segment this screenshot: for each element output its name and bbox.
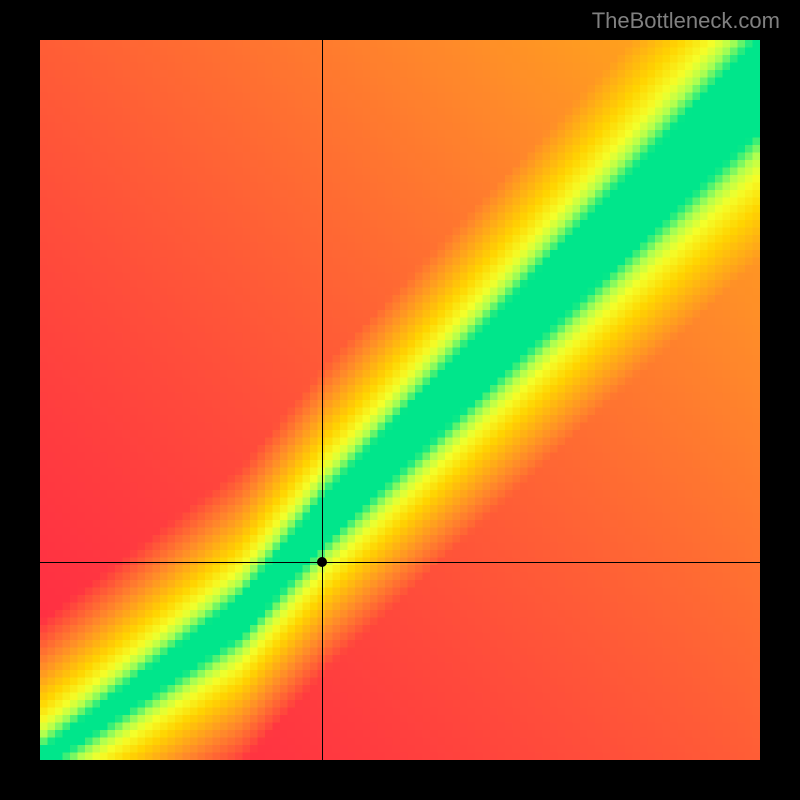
heatmap-plot	[40, 40, 760, 760]
heatmap-canvas	[40, 40, 760, 760]
watermark-text: TheBottleneck.com	[592, 8, 780, 34]
crosshair-marker	[317, 557, 327, 567]
crosshair-vertical	[322, 40, 323, 760]
chart-container: TheBottleneck.com	[0, 0, 800, 800]
crosshair-horizontal	[40, 562, 760, 563]
